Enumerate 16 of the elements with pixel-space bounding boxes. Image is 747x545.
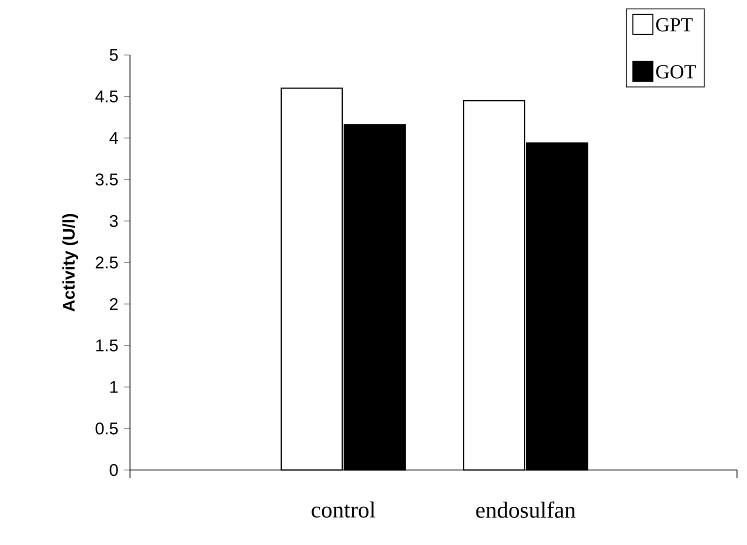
y-tick-label: 5 [110,49,118,61]
y-tick-label: 3 [110,214,118,227]
legend-label: GOT [656,65,696,78]
y-tick-label: 0.5 [96,422,118,434]
y-tick-label: 4.5 [95,90,118,102]
y-tick-label: 1.5 [96,340,118,352]
y-tick-label: 0 [110,464,118,476]
x-tick-label: endosulfan [476,502,576,518]
legend-label: GPT [656,18,693,32]
y-tick-label: 2 [110,298,118,310]
y-tick-label: 1 [110,381,118,393]
y-axis-title: Activity (U/l) [62,214,78,312]
y-tick-label: 4 [109,132,118,144]
x-tick-label: control [312,502,376,518]
y-tick-label: 3.5 [96,173,118,186]
y-tick-label: 2.5 [96,256,118,268]
